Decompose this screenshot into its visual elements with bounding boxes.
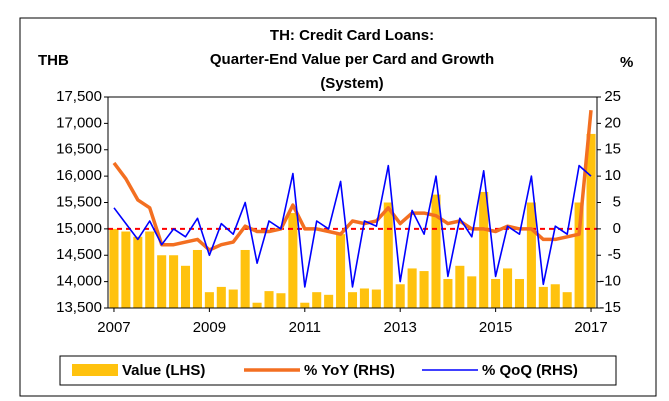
bar [359,288,369,308]
bar [550,284,560,308]
bar [228,289,238,308]
y-tick-label: 17,000 [56,114,102,131]
bar [443,278,453,308]
bar [467,276,477,308]
legend-label: % QoQ (RHS) [482,362,578,379]
bar [455,265,465,308]
bar [145,231,155,308]
y2-tick-label: 15 [604,141,621,158]
y2-tick-label: 25 [604,88,621,105]
bar [276,293,286,308]
bar [288,213,298,308]
chart-title: TH: Credit Card Loans: [270,27,434,44]
y-tick-label: 15,000 [56,220,102,237]
line-series [112,110,593,252]
y-tick-label: 15,500 [56,193,102,210]
chart-title: (System) [320,75,383,92]
bar [479,191,489,308]
x-tick-label: 2017 [574,319,607,336]
y-tick-label: 16,500 [56,141,102,158]
bar [300,302,310,308]
x-tick-label: 2007 [97,319,130,336]
y2-tick-label: 20 [604,114,621,131]
bar [324,294,334,308]
bar [371,289,381,308]
bar [538,286,548,308]
bar [562,292,572,308]
bar [216,286,226,308]
legend-box [59,355,617,386]
legend-label: % YoY (RHS) [304,362,395,379]
bar [574,202,584,308]
x-tick-label: 2011 [289,319,321,336]
bar [264,291,274,308]
y2-tick-label: -10 [599,273,621,290]
y-tick-label: 14,500 [56,246,102,263]
bar [419,271,429,308]
bar [407,268,417,308]
y2-axis-label: % [620,54,633,71]
y2-tick-label: 0 [613,220,621,237]
bar [109,228,119,308]
y-axis-label: THB [38,52,69,69]
y2-tick-label: -15 [599,299,621,316]
y-tick-label: 14,000 [56,273,102,290]
bar [240,249,250,308]
chart-title: Quarter-End Value per Card and Growth [210,51,494,68]
bar [503,268,513,308]
bar [180,265,191,308]
bar [336,234,346,308]
bar [431,194,441,308]
bar [157,255,167,308]
bar [192,249,202,308]
y2-tick-label: 10 [604,167,621,184]
y-tick-label: 16,000 [56,167,102,184]
bar [383,202,393,308]
line-series [113,164,592,288]
bar [169,255,179,308]
bar [252,302,262,308]
x-tick-label: 2013 [384,319,417,336]
y-tick-label: 17,500 [56,88,102,105]
bar [121,231,131,308]
y-tick-label: 13,500 [56,299,102,316]
bar [526,202,536,308]
bar [204,292,214,308]
bar [347,292,358,308]
legend-label: Value (LHS) [122,362,205,379]
y2-tick-label: -5 [608,246,621,263]
bar [586,133,596,308]
bar [395,284,405,308]
bar [312,292,322,308]
legend-swatch [72,364,118,376]
x-tick-label: 2015 [479,319,512,336]
bar [514,278,525,308]
bar [133,236,143,308]
x-tick-label: 2009 [193,319,226,336]
bar [491,278,501,308]
chart-border [19,17,657,397]
y2-tick-label: 5 [613,193,621,210]
plot-frame [107,96,598,309]
